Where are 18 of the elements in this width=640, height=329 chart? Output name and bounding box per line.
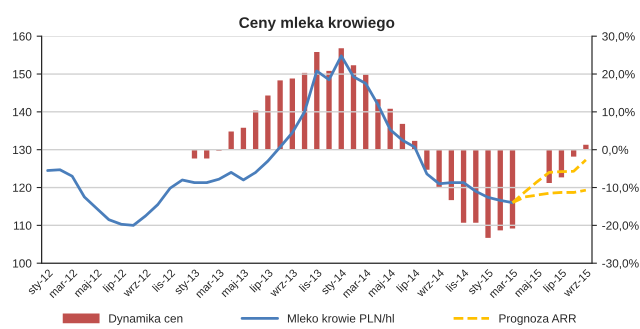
y2-tick-label: -20,0% bbox=[602, 221, 639, 232]
legend-label: Mleko krowie PLN/hl bbox=[288, 314, 394, 323]
y-tick-label: 130 bbox=[13, 146, 32, 154]
y2-tick-label: 30,0% bbox=[602, 32, 635, 42]
y-tick-label: 150 bbox=[13, 70, 32, 78]
y2-tick-label: -30,0% bbox=[602, 259, 639, 269]
y2-tick-label: 0,0% bbox=[602, 146, 628, 156]
legend-label: Dynamika cen bbox=[109, 314, 182, 325]
y-tick-label: 120 bbox=[13, 184, 32, 192]
y-tick-label: 110 bbox=[14, 221, 32, 230]
y2-tick-label: 20,0% bbox=[602, 70, 635, 80]
chart-title: Ceny mleka krowiego bbox=[239, 16, 394, 32]
y-tick-label: 100 bbox=[13, 259, 32, 268]
legend-label: Prognoza ARR bbox=[499, 314, 576, 325]
y-tick-label: 160 bbox=[13, 32, 32, 41]
y-tick-label: 140 bbox=[13, 108, 32, 116]
y2-tick-label: -10,0% bbox=[602, 184, 639, 194]
y2-tick-label: 10,0% bbox=[602, 108, 635, 118]
